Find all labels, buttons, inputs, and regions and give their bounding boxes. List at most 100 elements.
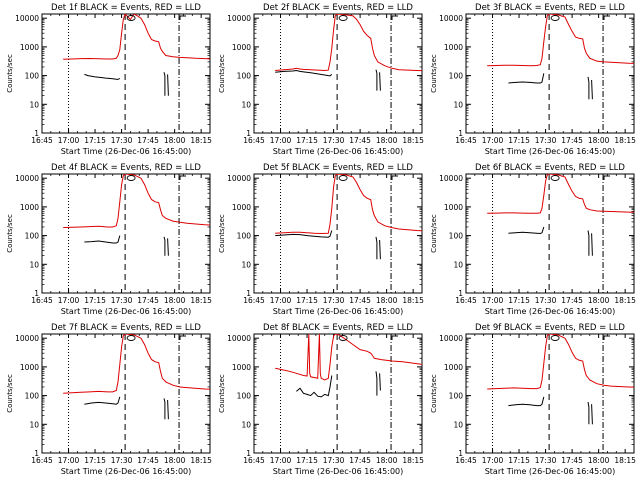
x-tick-label: 17:00 — [482, 456, 504, 465]
x-tick-label: 17:45 — [349, 456, 371, 465]
y-tick-label: 100 — [25, 232, 40, 241]
x-tick-label: 17:00 — [270, 456, 292, 465]
y-tick-label: 1 — [246, 449, 251, 458]
attenuator-glyph — [391, 335, 399, 340]
lld-series-line — [275, 14, 422, 72]
y-tick-label: 1000 — [444, 363, 463, 372]
attenuator-glyph — [603, 15, 611, 20]
events-series-line — [84, 235, 169, 256]
x-tick-label: 17:30 — [323, 296, 345, 305]
x-axis-label: Start Time (26-Dec-06 16:45:00) — [485, 467, 616, 476]
y-tick-label: 100 — [237, 72, 252, 81]
x-tick-label: 16:45 — [31, 136, 53, 145]
x-tick-label: 17:30 — [535, 136, 557, 145]
x-tick-label: 18:00 — [164, 456, 186, 465]
plot-frame — [465, 333, 635, 454]
y-tick-label: 10000 — [439, 14, 463, 23]
y-tick-label: 10000 — [227, 14, 251, 23]
y-tick-label: 10000 — [439, 174, 463, 183]
attenuator-glyph — [603, 335, 611, 340]
x-tick-label: 18:00 — [588, 136, 610, 145]
x-tick-label: 17:00 — [270, 296, 292, 305]
y-tick-label: 1000 — [232, 363, 251, 372]
y-tick-label: 1 — [458, 129, 463, 138]
x-tick-label: 17:00 — [58, 456, 80, 465]
x-tick-label: 16:45 — [31, 296, 53, 305]
y-tick-label: 1 — [458, 449, 463, 458]
y-axis-label: Counts/sec — [430, 54, 438, 93]
x-tick-label: 17:45 — [349, 296, 371, 305]
x-tick-label: 17:45 — [137, 296, 159, 305]
x-tick-label: 17:45 — [349, 136, 371, 145]
y-axis-label: Counts/sec — [6, 214, 14, 253]
y-tick-label: 1000 — [20, 363, 39, 372]
plot-frame — [253, 333, 423, 454]
x-tick-label: 18:00 — [376, 456, 398, 465]
y-tick-label: 100 — [449, 392, 464, 401]
attenuator-glyph — [391, 175, 399, 180]
y-tick-label: 1 — [246, 129, 251, 138]
chart-panel: Det 6f BLACK = Events, RED = LLD Start Ti… — [430, 163, 636, 316]
y-tick-label: 1 — [246, 289, 251, 298]
x-tick-label: 17:15 — [296, 456, 318, 465]
lld-series-line — [275, 334, 422, 381]
y-axis-label: Counts/sec — [6, 54, 14, 93]
x-tick-label: 17:30 — [111, 456, 133, 465]
attenuator-glyph — [391, 15, 399, 20]
chart-panel: Det 7f BLACK = Events, RED = LLD Start Ti… — [6, 323, 212, 476]
x-tick-label: 17:15 — [508, 136, 530, 145]
x-tick-label: 18:15 — [614, 296, 636, 305]
y-tick-label: 100 — [449, 72, 464, 81]
x-axis-label: Start Time (26-Dec-06 16:45:00) — [273, 467, 404, 476]
attenuator-glyph — [550, 335, 560, 341]
lld-series-line — [63, 14, 210, 60]
x-tick-label: 17:30 — [111, 136, 133, 145]
attenuator-glyph — [338, 175, 348, 181]
x-axis-label: Start Time (26-Dec-06 16:45:00) — [485, 147, 616, 156]
x-tick-label: 17:00 — [482, 296, 504, 305]
y-tick-label: 1000 — [444, 43, 463, 52]
chart-title: Det 3f BLACK = Events, RED = LLD — [475, 3, 625, 13]
x-tick-label: 17:30 — [111, 296, 133, 305]
chart-title: Det 2f BLACK = Events, RED = LLD — [263, 3, 413, 13]
y-tick-label: 1 — [458, 289, 463, 298]
y-tick-label: 10000 — [15, 14, 39, 23]
x-axis-label: Start Time (26-Dec-06 16:45:00) — [485, 307, 616, 316]
x-tick-label: 17:15 — [508, 456, 530, 465]
chart-title: Det 1f BLACK = Events, RED = LLD — [51, 3, 201, 13]
y-tick-label: 10 — [241, 260, 251, 269]
x-tick-label: 17:00 — [482, 136, 504, 145]
chart-title: Det 6f BLACK = Events, RED = LLD — [475, 163, 625, 173]
lld-series-line — [487, 334, 634, 390]
y-tick-label: 10 — [29, 100, 39, 109]
lld-series-line — [487, 14, 634, 67]
chart-title: Det 5f BLACK = Events, RED = LLD — [263, 163, 413, 173]
y-tick-label: 10 — [453, 260, 463, 269]
x-tick-label: 17:30 — [323, 456, 345, 465]
attenuator-glyph — [126, 335, 136, 341]
plot-frame — [253, 13, 423, 134]
lld-series-line — [275, 174, 422, 235]
chart-panel: Det 1f BLACK = Events, RED = LLD Start Ti… — [6, 3, 212, 156]
y-tick-label: 1000 — [20, 43, 39, 52]
x-tick-label: 18:00 — [164, 296, 186, 305]
x-tick-label: 18:00 — [164, 136, 186, 145]
y-tick-label: 10 — [453, 420, 463, 429]
plot-frame — [465, 13, 635, 134]
y-tick-label: 10000 — [227, 334, 251, 343]
y-axis-label: Counts/sec — [218, 214, 226, 253]
chart-panel: Det 4f BLACK = Events, RED = LLD Start Ti… — [6, 163, 212, 316]
events-series-line — [275, 230, 381, 260]
x-tick-label: 17:45 — [137, 136, 159, 145]
y-tick-label: 1000 — [20, 203, 39, 212]
y-axis-label: Counts/sec — [218, 374, 226, 413]
events-series-line — [84, 72, 169, 96]
attenuator-glyph — [126, 175, 136, 181]
chart-title: Det 4f BLACK = Events, RED = LLD — [51, 163, 201, 173]
x-tick-label: 17:45 — [561, 456, 583, 465]
x-axis-label: Start Time (26-Dec-06 16:45:00) — [61, 307, 192, 316]
events-series-line — [84, 396, 169, 420]
attenuator-glyph — [550, 15, 560, 21]
y-tick-label: 100 — [237, 232, 252, 241]
